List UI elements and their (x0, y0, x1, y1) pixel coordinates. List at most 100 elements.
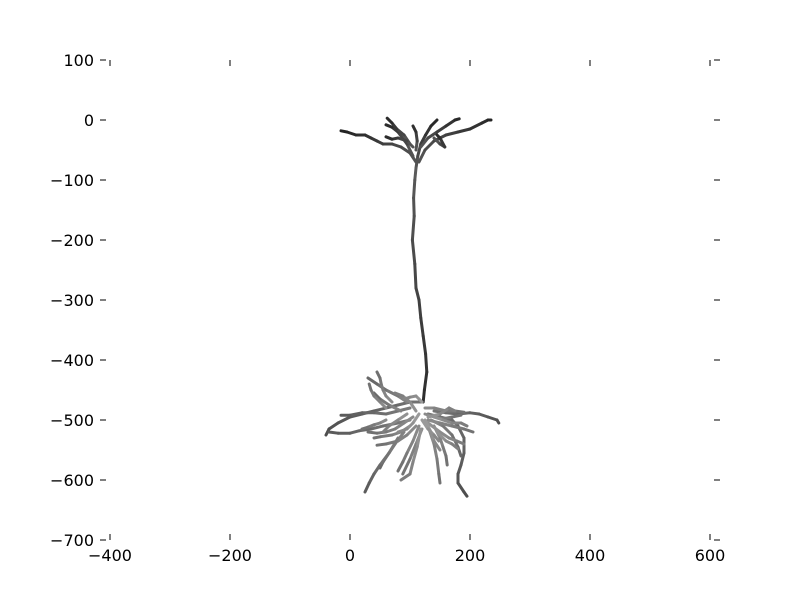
branch-27-segment-3 (468, 411, 481, 416)
branch-6-segment-2 (435, 124, 448, 134)
branch-36-segment-1 (438, 406, 451, 416)
branch-19-segment-1 (378, 451, 391, 467)
branch-27-segment-1 (444, 411, 460, 416)
branch-9-segment-9 (421, 334, 428, 356)
branch-12-segment-3 (357, 427, 373, 433)
branch-30-segment-2 (441, 415, 454, 421)
branch-15-segment-4 (366, 430, 379, 435)
branch-16-segment-2 (378, 433, 394, 439)
branch-7-segment-3 (384, 135, 394, 141)
branch-13-segment-1 (384, 388, 400, 398)
branch-6-segment-3 (444, 118, 457, 128)
branch-2-segment-8 (345, 130, 358, 137)
branch-28-segment-2 (450, 424, 466, 431)
branch-21-segment-2 (401, 457, 412, 476)
branch-42-segment-0 (435, 430, 448, 443)
branch-7-segment-1 (396, 136, 409, 143)
branch-41-segment-3 (360, 425, 370, 431)
branch-3-segment-0 (405, 142, 415, 158)
branch-10-segment-7 (327, 421, 340, 431)
branch-12-segment-6 (327, 430, 340, 435)
x-tick-label-0: −400 (88, 546, 132, 565)
branch-22-segment-3 (399, 472, 412, 482)
branch-22-segment-1 (411, 445, 419, 464)
branch-15-segment-1 (393, 421, 406, 431)
branch-33-segment-3 (402, 395, 412, 401)
branch-23-segment-1 (432, 442, 439, 461)
branch-40-segment-3 (367, 382, 373, 392)
branch-3-segment-3 (384, 123, 394, 129)
branch-0-segment-4 (429, 118, 439, 128)
branch-22-segment-0 (415, 427, 423, 449)
branch-31-segment-1 (438, 430, 451, 440)
branch-13-segment-3 (366, 376, 379, 386)
branch-38-segment-0 (420, 418, 430, 431)
neuron-morphology (324, 116, 501, 498)
branch-23-segment-3 (437, 472, 442, 485)
y-tick-label-3: −200 (50, 231, 94, 250)
branch-9-segment-8 (419, 316, 425, 338)
branch-0-segment-3 (424, 124, 433, 137)
branch-20-segment-0 (411, 424, 421, 443)
branch-20-segment-3 (396, 460, 405, 473)
branch-20-segment-1 (405, 439, 415, 455)
branch-4-segment-1 (395, 127, 406, 137)
branch-9-segment-0 (413, 166, 418, 182)
branch-32-segment-2 (393, 391, 405, 398)
branch-20-segment-2 (401, 451, 409, 464)
branch-1-segment-5 (468, 121, 484, 131)
branch-28-segment-3 (462, 427, 475, 434)
branch-35-segment-0 (396, 412, 409, 422)
y-tick-label-7: −600 (50, 471, 94, 490)
x-tick-label-2: 0 (345, 546, 355, 565)
branch-0-segment-2 (419, 133, 428, 146)
branch-43-segment-0 (432, 415, 445, 422)
branch-8-segment-3 (435, 133, 442, 140)
branch-2-segment-1 (399, 145, 412, 155)
branch-12-segment-2 (369, 424, 385, 431)
branch-6-segment-1 (426, 130, 439, 140)
branch-43-segment-1 (441, 418, 454, 425)
branch-1-segment-1 (423, 139, 436, 152)
branch-10-segment-3 (372, 406, 388, 413)
branch-14-segment-0 (387, 403, 403, 413)
branch-16-segment-3 (372, 435, 382, 440)
branch-35-segment-2 (381, 424, 391, 434)
branch-11-segment-1 (384, 409, 400, 416)
x-tick-label-4: 400 (575, 546, 606, 565)
y-tick-label-1: 0 (84, 111, 94, 130)
branch-37-segment-0 (411, 412, 421, 425)
branch-10-segment-6 (336, 415, 352, 425)
branch-2-segment-9 (339, 129, 349, 134)
branch-29-segment-3 (453, 409, 466, 414)
branch-5-segment-1 (414, 130, 419, 143)
branch-19-segment-4 (363, 481, 371, 494)
branch-5-segment-2 (411, 124, 418, 134)
branch-1-segment-4 (456, 127, 472, 134)
branch-2-segment-2 (390, 142, 403, 149)
branch-43-segment-3 (459, 421, 469, 428)
branch-31-segment-3 (455, 439, 466, 446)
branch-25-segment-1 (441, 424, 454, 437)
branch-24-segment-6 (456, 463, 463, 476)
branch-6-segment-4 (453, 117, 461, 122)
branch-9-segment-3 (410, 214, 416, 242)
branch-14-segment-2 (372, 391, 382, 401)
branch-36-segment-2 (447, 406, 457, 413)
branch-31-segment-0 (426, 421, 442, 434)
branch-37-segment-2 (396, 427, 409, 434)
branch-23-segment-2 (435, 457, 441, 476)
branch-6-segment-0 (419, 136, 430, 149)
y-tick-label-8: −700 (50, 531, 94, 550)
branch-39-segment-4 (375, 370, 382, 380)
branch-11-segment-2 (372, 411, 388, 416)
y-tick-label-5: −400 (50, 351, 94, 370)
branch-9-segment-11 (422, 370, 429, 392)
branch-26-segment-2 (441, 445, 448, 458)
branch-19-segment-0 (387, 436, 400, 455)
branch-15-segment-0 (402, 415, 415, 425)
y-tick-label-4: −300 (50, 291, 94, 310)
branch-9-segment-12 (421, 388, 426, 404)
branch-24-segment-8 (456, 481, 466, 494)
branch-17-segment-3 (375, 442, 388, 447)
